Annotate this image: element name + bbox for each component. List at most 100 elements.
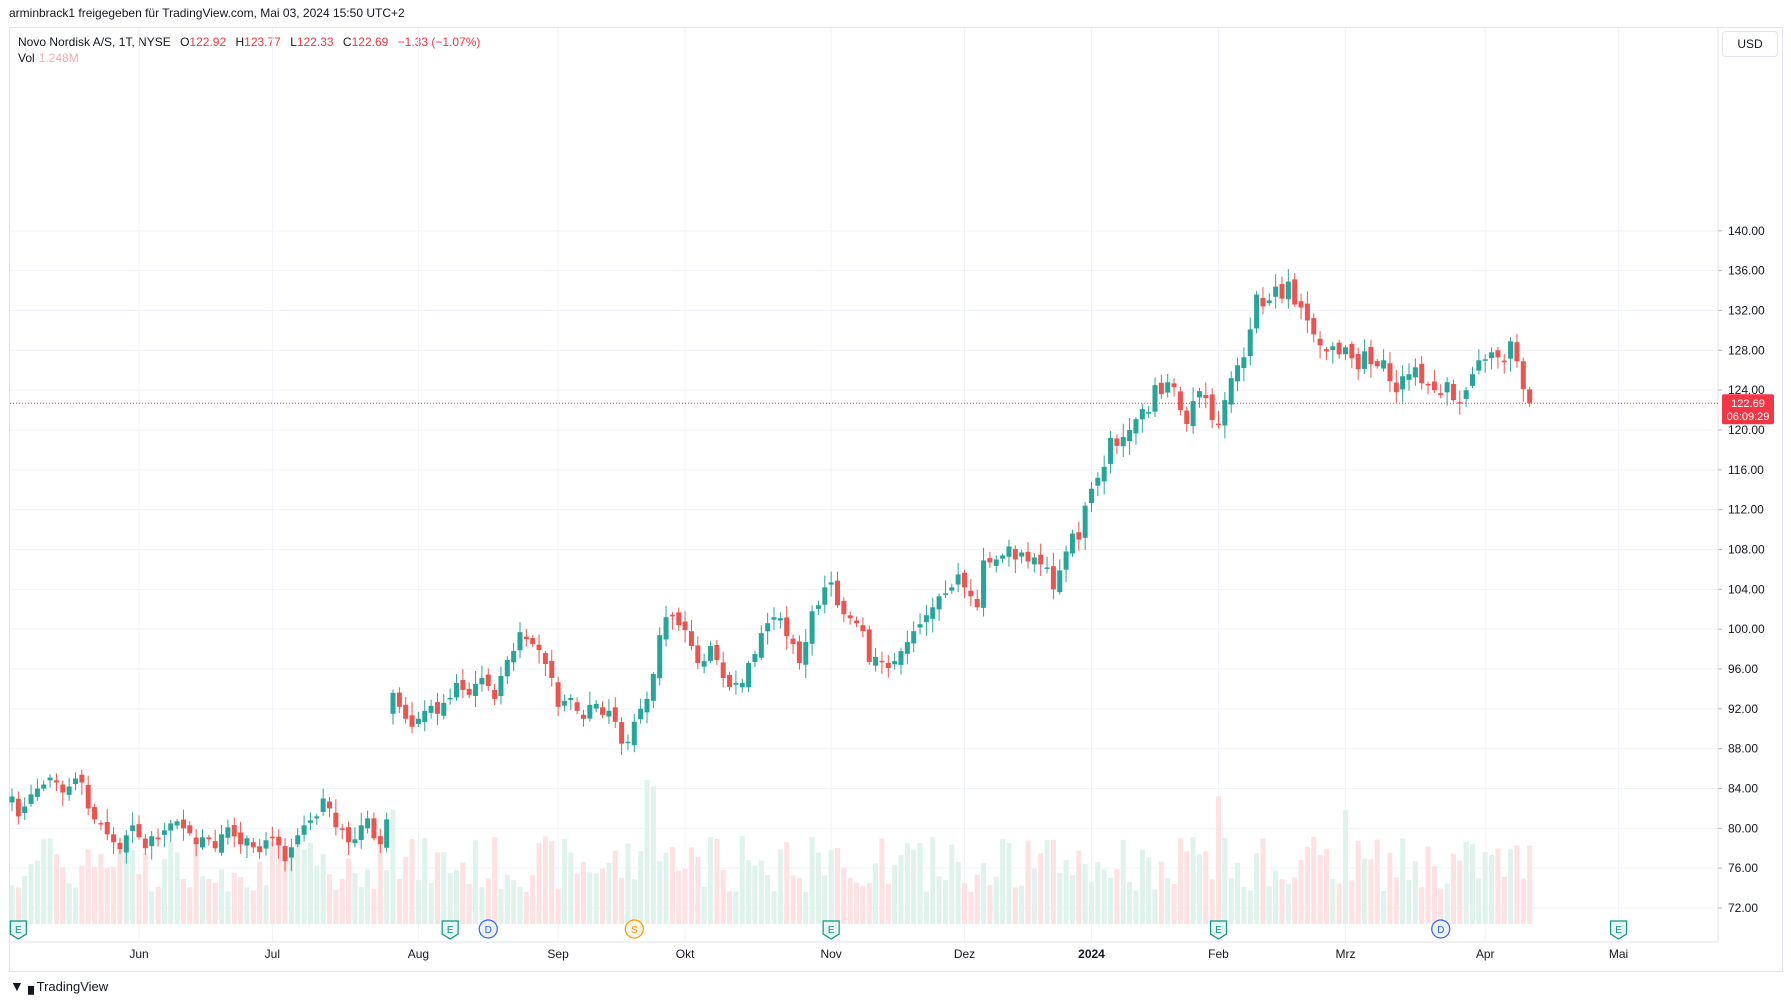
candle-body[interactable] xyxy=(758,633,764,658)
candle-body[interactable] xyxy=(739,682,745,688)
earnings-event-icon[interactable] xyxy=(1609,920,1628,940)
candle-body[interactable] xyxy=(1184,410,1190,425)
candle-body[interactable] xyxy=(669,614,675,617)
candle-body[interactable] xyxy=(1438,393,1444,396)
candle-body[interactable] xyxy=(1235,365,1241,382)
candle-body[interactable] xyxy=(1025,551,1031,562)
candle-body[interactable] xyxy=(282,846,288,862)
candle-body[interactable] xyxy=(263,840,269,849)
candle-body[interactable] xyxy=(22,806,28,813)
candle-body[interactable] xyxy=(1260,298,1266,307)
candle-body[interactable] xyxy=(1177,391,1183,411)
candle-body[interactable] xyxy=(206,837,212,840)
candle-body[interactable] xyxy=(250,842,256,848)
candle-body[interactable] xyxy=(422,710,428,723)
candle-body[interactable] xyxy=(47,777,53,781)
candle-body[interactable] xyxy=(1209,394,1215,421)
candle-body[interactable] xyxy=(1501,360,1507,363)
candle-body[interactable] xyxy=(1362,351,1368,369)
candle-body[interactable] xyxy=(1165,382,1171,393)
candle-body[interactable] xyxy=(333,812,339,828)
candle-body[interactable] xyxy=(612,707,618,722)
candle-body[interactable] xyxy=(295,835,301,845)
candle-body[interactable] xyxy=(314,816,320,819)
candle-body[interactable] xyxy=(752,654,758,663)
candle-body[interactable] xyxy=(1050,566,1056,590)
candle-body[interactable] xyxy=(466,688,472,695)
candle-body[interactable] xyxy=(1412,367,1418,378)
earnings-event-icon[interactable] xyxy=(1209,920,1228,940)
candle-body[interactable] xyxy=(962,572,967,588)
candle-body[interactable] xyxy=(815,605,821,609)
candle-body[interactable] xyxy=(803,642,809,665)
candle-body[interactable] xyxy=(784,617,790,637)
candle-body[interactable] xyxy=(1482,359,1488,361)
candle-body[interactable] xyxy=(555,682,561,707)
candle-body[interactable] xyxy=(517,632,523,651)
candle-body[interactable] xyxy=(454,682,459,698)
candle-body[interactable] xyxy=(1489,352,1495,359)
candle-body[interactable] xyxy=(1044,567,1050,569)
candle-body[interactable] xyxy=(1368,346,1374,365)
candle-body[interactable] xyxy=(873,657,879,666)
candle-body[interactable] xyxy=(593,703,599,709)
candle-body[interactable] xyxy=(549,660,555,678)
candle-body[interactable] xyxy=(930,607,936,619)
candle-body[interactable] xyxy=(269,836,275,839)
candle-body[interactable] xyxy=(1425,383,1431,386)
candle-body[interactable] xyxy=(1146,412,1152,414)
candle-body[interactable] xyxy=(708,646,713,661)
candle-body[interactable] xyxy=(898,651,904,665)
candle-body[interactable] xyxy=(923,615,929,623)
candle-body[interactable] xyxy=(307,820,313,823)
candle-body[interactable] xyxy=(327,801,332,809)
candle-body[interactable] xyxy=(777,618,783,621)
candle-body[interactable] xyxy=(822,587,828,605)
candle-body[interactable] xyxy=(155,837,161,840)
candle-body[interactable] xyxy=(339,828,345,830)
candle-body[interactable] xyxy=(60,784,66,793)
candle-body[interactable] xyxy=(346,827,352,843)
candle-body[interactable] xyxy=(676,612,682,626)
candle-body[interactable] xyxy=(695,645,701,664)
earnings-event-icon[interactable] xyxy=(9,920,27,940)
candle-body[interactable] xyxy=(1171,383,1177,388)
candle-body[interactable] xyxy=(987,558,993,563)
candle-body[interactable] xyxy=(473,683,479,696)
candle-body[interactable] xyxy=(117,842,123,850)
candle-body[interactable] xyxy=(1019,552,1025,557)
candle-body[interactable] xyxy=(993,559,999,566)
candle-body[interactable] xyxy=(650,673,656,701)
candle-body[interactable] xyxy=(492,689,498,699)
candle-body[interactable] xyxy=(1152,385,1158,412)
candle-body[interactable] xyxy=(479,677,485,685)
candle-body[interactable] xyxy=(879,660,885,663)
candle-body[interactable] xyxy=(631,721,637,746)
candle-body[interactable] xyxy=(796,641,802,664)
candle-body[interactable] xyxy=(1330,346,1336,351)
footer-brand[interactable]: ▼▗ TradingView xyxy=(10,978,108,995)
candle-body[interactable] xyxy=(714,644,720,661)
currency-button[interactable]: USD xyxy=(1722,31,1778,57)
candle-body[interactable] xyxy=(701,661,707,667)
candle-body[interactable] xyxy=(85,784,91,809)
candle-body[interactable] xyxy=(968,590,974,597)
candle-body[interactable] xyxy=(15,798,21,817)
candle-body[interactable] xyxy=(1216,423,1221,426)
candle-body[interactable] xyxy=(320,798,326,812)
candle-body[interactable] xyxy=(485,674,491,686)
candle-body[interactable] xyxy=(892,661,898,665)
candle-body[interactable] xyxy=(123,835,129,853)
candle-body[interactable] xyxy=(511,651,517,663)
candle-body[interactable] xyxy=(1076,532,1082,540)
candle-body[interactable] xyxy=(231,825,237,837)
candle-body[interactable] xyxy=(447,697,453,700)
candle-body[interactable] xyxy=(1101,466,1107,482)
volume-label[interactable]: Vol xyxy=(18,51,35,65)
candle-body[interactable] xyxy=(244,838,250,846)
candle-body[interactable] xyxy=(1311,318,1317,335)
candle-body[interactable] xyxy=(225,827,231,838)
candle-body[interactable] xyxy=(1133,419,1139,434)
candle-body[interactable] xyxy=(1495,350,1501,358)
candle-body[interactable] xyxy=(1228,378,1234,405)
